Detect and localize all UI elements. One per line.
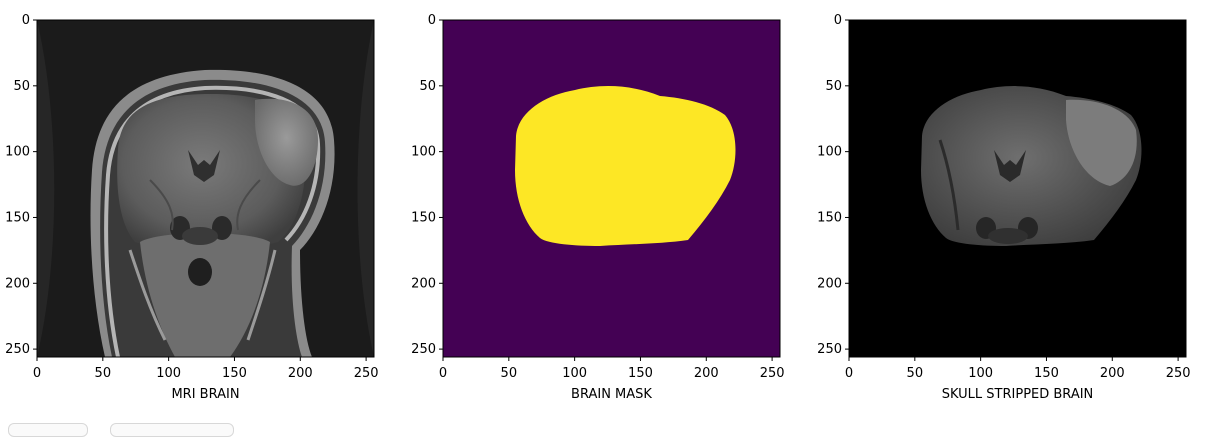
y-tick-label: 250 — [411, 342, 436, 357]
y-tick-label: 0 — [428, 13, 436, 28]
x-tick-label: 0 — [439, 366, 447, 381]
x-tick-label: 0 — [33, 366, 41, 381]
stripped-panel — [848, 19, 1187, 358]
x-tick-label: 200 — [694, 366, 719, 381]
y-tick-label: 0 — [834, 13, 842, 28]
x-tick-label: 150 — [222, 366, 247, 381]
x-tick-label: 100 — [156, 366, 181, 381]
x-tick-label: 250 — [760, 366, 785, 381]
x-tick-label: 50 — [95, 366, 112, 381]
x-tick-label: 100 — [968, 366, 993, 381]
stripped-xlabel: SKULL STRIPPED BRAIN — [942, 387, 1094, 402]
x-tick-label: 0 — [845, 366, 853, 381]
stripped-image — [921, 86, 1142, 247]
y-tick-label: 150 — [817, 210, 842, 225]
mask-panel — [442, 19, 781, 358]
output-control-left[interactable] — [8, 423, 88, 437]
y-tick-label: 200 — [5, 276, 30, 291]
x-tick-label: 200 — [1100, 366, 1125, 381]
x-tick-label: 100 — [562, 366, 587, 381]
y-tick-label: 150 — [411, 210, 436, 225]
y-tick-label: 50 — [419, 79, 436, 94]
mri-image — [37, 20, 374, 357]
y-tick-label: 100 — [5, 145, 30, 160]
mri-panel — [36, 19, 375, 358]
y-tick-label: 150 — [5, 210, 30, 225]
y-tick-label: 250 — [817, 342, 842, 357]
x-tick-label: 50 — [907, 366, 924, 381]
output-control-right[interactable] — [110, 423, 234, 437]
mask-xlabel: BRAIN MASK — [571, 387, 652, 402]
y-tick-label: 200 — [817, 276, 842, 291]
x-tick-label: 150 — [1034, 366, 1059, 381]
y-tick-label: 0 — [22, 13, 30, 28]
mask-region — [515, 86, 736, 247]
x-tick-label: 250 — [354, 366, 379, 381]
mri-xlabel: MRI BRAIN — [171, 387, 239, 402]
y-tick-label: 200 — [411, 276, 436, 291]
y-tick-label: 100 — [817, 145, 842, 160]
x-tick-label: 150 — [628, 366, 653, 381]
y-tick-label: 50 — [825, 79, 842, 94]
x-tick-label: 50 — [501, 366, 518, 381]
y-tick-label: 250 — [5, 342, 30, 357]
y-tick-label: 100 — [411, 145, 436, 160]
x-tick-label: 250 — [1166, 366, 1191, 381]
y-tick-label: 50 — [13, 79, 30, 94]
x-tick-label: 200 — [288, 366, 313, 381]
